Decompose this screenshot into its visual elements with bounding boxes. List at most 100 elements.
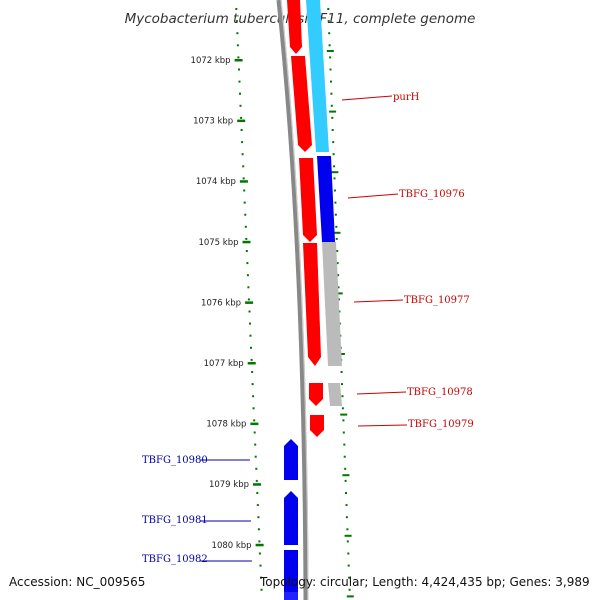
ruler-dot xyxy=(240,129,243,131)
ruler-minor-tick xyxy=(331,171,339,174)
gene-label-tbfg-10976[interactable]: TBFG_10976 xyxy=(399,189,465,200)
feature-bar-cyan xyxy=(306,0,329,152)
ruler-dot xyxy=(345,504,348,507)
ruler-dot xyxy=(254,443,257,446)
genome-backbone xyxy=(276,0,309,600)
ruler-minor-tick xyxy=(333,231,341,234)
ruler-dot xyxy=(236,32,239,35)
ruler-tick xyxy=(237,119,246,123)
ruler-minor-tick xyxy=(340,413,348,416)
ruler-dot xyxy=(249,322,251,325)
ruler-dot xyxy=(250,346,252,349)
ruler-dot xyxy=(256,504,259,507)
ruler-dot xyxy=(345,492,347,494)
ruler-dot xyxy=(246,262,249,265)
ruler-dot xyxy=(256,492,259,494)
ruler-dot xyxy=(244,213,247,216)
ruler-dot xyxy=(334,201,337,204)
ruler-dot xyxy=(346,540,349,543)
genome-backbone-highlight xyxy=(280,0,309,600)
ruler-dot xyxy=(340,371,343,373)
ruler-dot xyxy=(343,443,346,446)
ruler-dot xyxy=(343,455,346,458)
ruler-dot xyxy=(347,564,350,567)
gene-label-tbfg-10979[interactable]: TBFG_10979 xyxy=(408,419,474,430)
ruler-tick xyxy=(242,240,251,244)
ruler-dot xyxy=(245,250,248,252)
ruler-dot xyxy=(336,250,339,252)
ruler-dot xyxy=(240,116,243,119)
ruler-tick-label: 1080 kbp xyxy=(212,541,252,551)
ruler-tick xyxy=(247,362,256,365)
ruler-dot xyxy=(348,588,351,591)
gene-arrow-red[interactable] xyxy=(291,56,312,152)
gene-arrow-blue[interactable] xyxy=(284,592,298,600)
gene-label-tbfg-10977[interactable]: TBFG_10977 xyxy=(404,295,470,306)
gene-arrow-blue[interactable] xyxy=(284,439,298,480)
accession-text: Accession: NC_009565 xyxy=(9,575,146,589)
feature-bar-grey xyxy=(322,242,342,366)
gene-label-tbfg-10982[interactable]: TBFG_10982 xyxy=(142,554,208,565)
gene-label-tbfg-10981[interactable]: TBFG_10981 xyxy=(142,515,208,526)
ruler-dot xyxy=(237,56,240,59)
ruler-dot xyxy=(255,479,258,482)
ruler-tick-label: 1073 kbp xyxy=(193,117,233,127)
ruler-dot xyxy=(245,237,248,240)
ruler-dot xyxy=(334,213,337,216)
gene-arrow-red[interactable] xyxy=(310,415,324,437)
ruler-dot xyxy=(260,588,263,591)
ruler-dot xyxy=(250,358,253,361)
ruler-dot xyxy=(341,395,344,398)
ruler-dot xyxy=(333,189,336,192)
ruler-tick-label: 1078 kbp xyxy=(206,420,246,430)
ruler-tick xyxy=(250,422,259,426)
ruler-tick xyxy=(239,180,248,183)
ruler-dot xyxy=(251,371,254,373)
gene-arrow-red[interactable] xyxy=(287,0,302,54)
leader-line xyxy=(341,95,393,101)
ruler-dot xyxy=(241,141,244,144)
gene-label-tbfg-10980[interactable]: TBFG_10980 xyxy=(142,455,208,466)
ruler-dot xyxy=(329,56,332,59)
ruler-minor-tick xyxy=(346,595,354,598)
ruler-dot xyxy=(235,20,238,23)
ruler-dot xyxy=(346,528,349,531)
ruler-dot xyxy=(331,129,334,131)
ruler-dot xyxy=(329,68,332,71)
genome-summary-text: Topology: circular; Length: 4,424,435 bp… xyxy=(260,575,590,589)
ruler-minor-tick xyxy=(329,110,337,113)
ruler-dot xyxy=(257,516,260,519)
ruler-dot xyxy=(247,298,250,301)
ruler-dot xyxy=(327,20,330,23)
ruler-dot xyxy=(347,552,350,555)
ruler-dot xyxy=(328,32,331,35)
ruler-dot xyxy=(337,286,340,289)
ruler-dot xyxy=(239,104,242,107)
gene-label-purh[interactable]: purH xyxy=(393,92,420,103)
gene-label-tbfg-10978[interactable]: TBFG_10978 xyxy=(407,387,473,398)
ruler-dot xyxy=(243,201,246,204)
ruler-dot xyxy=(333,177,336,180)
ruler-dot xyxy=(252,407,255,410)
ruler-dot xyxy=(337,298,340,301)
forward-gene-labels: purH TBFG_10976 TBFG_10977 TBFG_10978 TB… xyxy=(341,92,474,430)
ruler-dot xyxy=(247,286,250,289)
gene-arrow-red[interactable] xyxy=(299,158,317,242)
ruler-tick-label: 1077 kbp xyxy=(204,359,244,369)
ruler-dot xyxy=(242,165,245,168)
gene-arrow-red[interactable] xyxy=(309,383,323,406)
ruler-dot xyxy=(348,576,351,579)
gene-arrow-blue[interactable] xyxy=(284,550,298,600)
ruler-dot xyxy=(253,419,256,422)
gene-arrow-blue[interactable] xyxy=(284,491,298,545)
ruler-dot xyxy=(252,395,255,398)
ruler-dot xyxy=(258,552,261,555)
ruler-dot xyxy=(330,104,333,107)
ruler-dot xyxy=(327,8,330,10)
ruler-dot xyxy=(333,165,336,168)
ruler-dot xyxy=(257,528,260,531)
leader-line xyxy=(347,193,399,199)
gene-arrow-red[interactable] xyxy=(303,243,321,366)
ruler-dot xyxy=(259,564,262,567)
ruler-dot xyxy=(238,80,241,83)
